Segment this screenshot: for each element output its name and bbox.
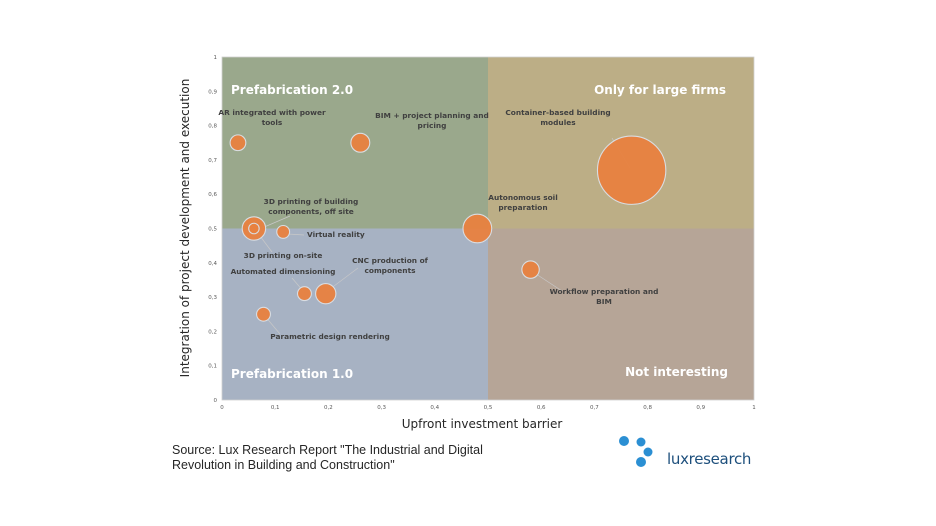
plot-border <box>221 56 755 401</box>
logo-dot <box>636 457 646 467</box>
bubble-label-line: preparation <box>498 203 547 212</box>
x-tick-label: 0,1 <box>271 405 280 411</box>
bubble-label-line: Virtual reality <box>307 230 365 239</box>
y-tick-labels: 0 0,1 0,2 0,3 0,4 0,5 0,6 0,7 0,8 0,9 1 <box>208 55 217 404</box>
x-tick-label: 1 <box>752 405 756 411</box>
leader-line <box>287 233 305 236</box>
bubble <box>296 286 312 302</box>
bubble-label-line: CNC production of <box>352 256 429 265</box>
y-tick-label: 0,3 <box>208 295 217 301</box>
y-tick-label: 0,2 <box>208 329 217 335</box>
y-tick-label: 0,8 <box>208 124 217 130</box>
bubble-label-line: 3D printing of building <box>264 197 359 206</box>
bubble-label-line: BIM + project planning and <box>375 111 489 120</box>
bubble-label-line: components, off site <box>268 207 354 216</box>
x-tick-label: 0,7 <box>590 405 599 411</box>
x-tick-label: 0,8 <box>643 405 652 411</box>
y-tick-label: 0,5 <box>208 227 217 233</box>
quadrant-label-3: Not interesting <box>625 365 728 379</box>
bubble-label-line: Autonomous soil <box>488 193 558 202</box>
logo-text: luxresearch <box>667 450 752 468</box>
source-line-2: Revolution in Building and Construction" <box>172 458 395 472</box>
y-tick-label: 0,9 <box>208 89 217 95</box>
bubble-label: Virtual reality <box>307 230 365 239</box>
bubble-label-line: Container-based building <box>505 108 610 117</box>
x-tick-label: 0,3 <box>377 405 386 411</box>
bubble <box>596 135 667 205</box>
bubble <box>315 282 337 305</box>
bubble-label-line: AR integrated with power <box>218 108 326 117</box>
bubble <box>350 132 371 153</box>
bubble-label: Autonomous soil preparation <box>488 193 558 212</box>
quadrant-label-1: Only for large firms <box>594 83 726 97</box>
bubble-label-line: Parametric design rendering <box>270 332 390 341</box>
quadrant-label-2: Prefabrication 1.0 <box>231 367 353 381</box>
y-tick-label: 1 <box>214 55 218 61</box>
bubble <box>276 224 291 239</box>
logo-dot <box>636 437 646 447</box>
bubble-label: AR integrated with power tools <box>218 108 326 127</box>
bubble-label: Automated dimensioning <box>231 267 336 276</box>
bubble-label: 3D printing on-site <box>244 251 323 260</box>
y-tick-label: 0,7 <box>208 158 217 164</box>
bubble <box>462 213 493 244</box>
bubble-label-line: Workflow preparation and <box>550 287 659 296</box>
quadrant-3 <box>488 228 754 400</box>
x-tick-label: 0 <box>220 405 224 411</box>
source-line-1: Source: Lux Research Report "The Industr… <box>172 443 483 457</box>
logo-dot <box>643 447 653 457</box>
y-tick-label: 0,6 <box>208 192 217 198</box>
quadrant-label-0: Prefabrication 2.0 <box>231 83 353 97</box>
bubbles <box>229 132 667 322</box>
x-tick-label: 0,2 <box>324 405 333 411</box>
leader-line <box>261 215 291 229</box>
bubble <box>256 306 271 322</box>
y-axis-title: Integration of project development and e… <box>178 79 192 378</box>
x-tick-label: 0,6 <box>537 405 546 411</box>
bubble-labels: AR integrated with power tools BIM + proje… <box>218 108 658 341</box>
quadrant-labels: Prefabrication 2.0 Only for large firms Pr… <box>231 83 728 381</box>
bubble-label: Workflow preparation and BIM <box>550 287 659 306</box>
bubble-label: Container-based building modules <box>505 108 610 127</box>
logo-dot <box>619 436 629 446</box>
bubble-label-line: tools <box>262 118 283 127</box>
bubble <box>521 260 540 279</box>
y-tick-label: 0 <box>214 398 218 404</box>
bubble-label-line: BIM <box>596 297 612 306</box>
bubble-label: 3D printing of building components, off s… <box>264 197 359 216</box>
x-tick-label: 0,4 <box>430 405 439 411</box>
x-tick-label: 0,9 <box>696 405 705 411</box>
x-tick-label: 0,5 <box>484 405 493 411</box>
bubble <box>229 134 247 152</box>
y-tick-label: 0,1 <box>208 364 217 370</box>
bubble-label: CNC production of components <box>352 256 429 275</box>
logo-mark-icon <box>619 436 653 467</box>
x-axis-title: Upfront investment barrier <box>402 417 563 431</box>
luxresearch-logo: luxresearch <box>615 433 755 473</box>
x-tick-labels: 0 0,1 0,2 0,3 0,4 0,5 0,6 0,7 0,8 0,9 1 <box>220 405 756 411</box>
plot-frame <box>221 56 755 401</box>
bubble-label-line: 3D printing on-site <box>244 251 323 260</box>
bubble-label-line: components <box>365 266 417 275</box>
source-note: Source: Lux Research Report "The Industr… <box>172 443 483 473</box>
bubble-label-line: modules <box>540 118 576 127</box>
bubble <box>248 222 260 235</box>
bubble-label: Parametric design rendering <box>270 332 390 341</box>
bubble-label-line: pricing <box>418 121 447 130</box>
bubble-label: BIM + project planning and pricing <box>375 111 489 130</box>
bubble-label-line: Automated dimensioning <box>231 267 336 276</box>
y-tick-label: 0,4 <box>208 261 217 267</box>
